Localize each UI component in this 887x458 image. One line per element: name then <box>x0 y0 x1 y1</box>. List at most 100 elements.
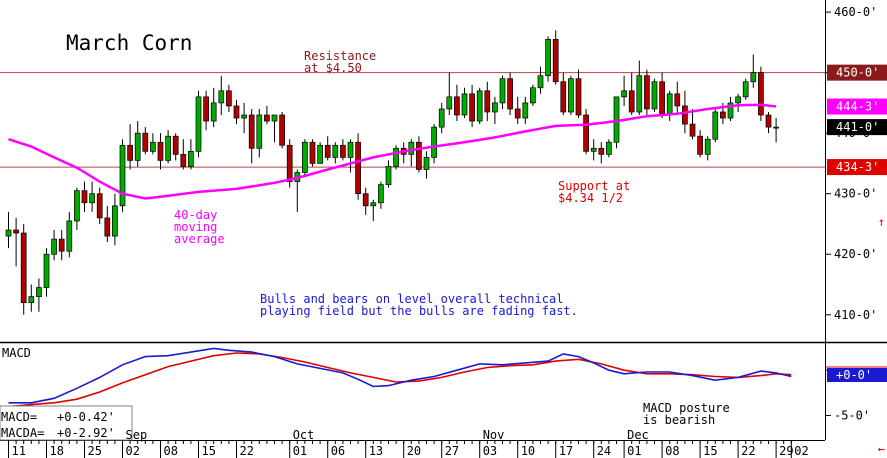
macd-axis-ticks: -5-0' <box>825 369 870 423</box>
candle-body <box>248 114 255 149</box>
candle <box>758 66 764 122</box>
candle-body <box>522 102 529 119</box>
moving-average-label-line-1: 40-day <box>174 208 217 222</box>
candle-body <box>606 141 612 155</box>
candle-body <box>530 87 536 104</box>
macda-readout-value: +0-2.92' <box>57 426 115 440</box>
candle <box>104 205 111 243</box>
candle-body <box>286 144 293 182</box>
candle <box>628 72 635 116</box>
macda-readout: MACDA= +0-2.92' <box>1 426 115 440</box>
candle-body <box>659 81 665 116</box>
week-tick-label: 01 <box>293 444 307 458</box>
week-tick-label: 22 <box>741 444 755 458</box>
candle <box>210 87 217 128</box>
candle-body <box>484 90 491 113</box>
candle <box>461 87 468 119</box>
candle-body <box>195 96 202 152</box>
week-tick-label: 13 <box>369 444 383 458</box>
price-tag-box <box>827 159 887 176</box>
week-tick-label: 10 <box>521 444 535 458</box>
candle <box>51 230 57 261</box>
price-tags: 450-0' 444-3' 441-0' 434-3' <box>827 64 887 176</box>
candle-body <box>423 157 430 170</box>
candle <box>157 133 164 170</box>
candle <box>492 96 498 125</box>
candle-body <box>644 75 650 110</box>
commentary-text: Bulls and bears on level overall technic… <box>260 292 578 318</box>
candle <box>742 78 749 100</box>
price-tag-label: 444-3' <box>836 100 879 114</box>
candle <box>119 139 126 212</box>
week-tick-label: 08 <box>164 444 178 458</box>
candle <box>507 72 513 116</box>
candle <box>606 139 612 158</box>
candle <box>537 66 544 94</box>
candle-body <box>393 147 399 167</box>
candle-body <box>545 38 551 77</box>
candle-body <box>302 141 308 173</box>
candle-body <box>28 296 35 304</box>
week-tick-label: 03 <box>483 444 497 458</box>
candle-body <box>682 105 688 125</box>
candle <box>5 211 12 249</box>
candle <box>598 142 605 164</box>
week-tick-label: 02 <box>794 444 808 458</box>
price-tag-box <box>827 119 887 136</box>
candle-body <box>568 78 574 113</box>
candle <box>332 142 339 164</box>
macd-value-tag: +0-0' <box>825 366 887 383</box>
candle <box>89 181 95 212</box>
candle <box>20 223 27 315</box>
candle-body <box>51 238 57 255</box>
candle <box>545 36 551 82</box>
candle-body <box>613 96 620 143</box>
candle-body <box>704 138 711 155</box>
price-tag: 434-3' <box>827 159 887 176</box>
candle-body <box>317 144 323 164</box>
candle-body <box>575 78 582 116</box>
candle-body <box>355 141 361 195</box>
candle-body <box>165 135 171 161</box>
candle <box>226 84 232 112</box>
scroll-up-arrow-icon[interactable]: ↑ <box>877 215 885 229</box>
candle-body <box>112 205 118 237</box>
candle-body <box>362 193 369 207</box>
support-label-line-2: $4.34 1/2 <box>558 191 623 205</box>
candle <box>203 90 209 131</box>
candle <box>309 139 316 167</box>
week-tick-label: 18 <box>50 444 64 458</box>
macd-line <box>8 347 792 404</box>
candle <box>583 108 589 155</box>
candle-body <box>590 147 597 152</box>
resistance-label-line-2: at $4.50 <box>304 61 362 75</box>
candle-body <box>552 38 559 83</box>
candle-body <box>666 93 673 116</box>
moving-average-label-line-3: average <box>174 232 225 246</box>
week-tick-label: 25 <box>88 444 102 458</box>
price-panel: 410-0'420-0'430-0'440-0'450-0'460-0' 450… <box>0 5 887 322</box>
candle-body <box>431 126 437 158</box>
candle-body <box>438 108 445 128</box>
candle-body <box>689 123 696 137</box>
candle-body <box>279 114 285 146</box>
candle <box>134 121 141 167</box>
candle <box>568 75 574 116</box>
week-tick-label: 15 <box>202 444 216 458</box>
candle-body <box>651 81 658 110</box>
macd-tag-box <box>827 368 887 383</box>
month-label: Nov <box>483 428 505 442</box>
price-tag: 450-0' <box>827 64 887 81</box>
candle <box>773 118 779 143</box>
price-tick-label: 420-0' <box>834 247 877 261</box>
candle <box>13 217 19 267</box>
candle-body <box>36 287 42 297</box>
scroll-right-arrow-icon[interactable]: ← <box>877 442 885 456</box>
candle <box>765 111 772 134</box>
candle <box>644 69 650 116</box>
candle <box>560 72 567 116</box>
macd-panel-title: MACD <box>2 346 31 360</box>
candle <box>689 108 696 140</box>
macd-note-line-1: MACD posture <box>643 401 730 415</box>
